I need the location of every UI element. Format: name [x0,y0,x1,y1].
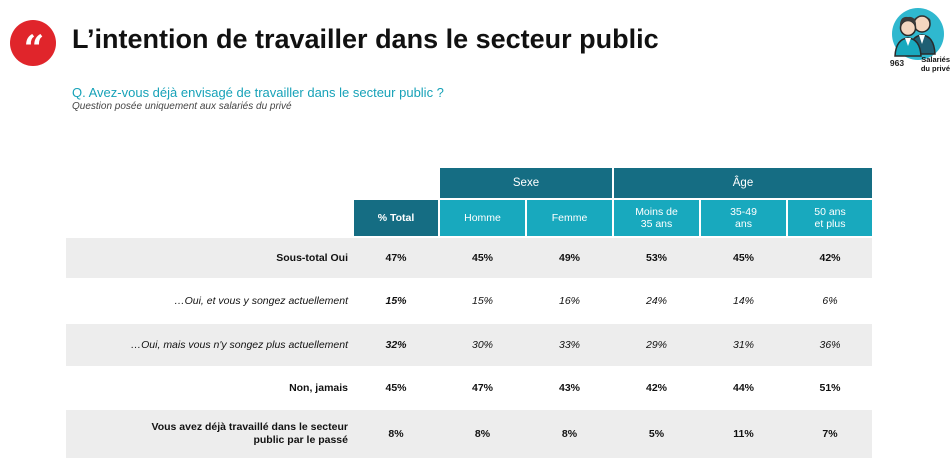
cell-35-49: 44% [732,382,754,394]
cell-homme: 47% [471,382,493,394]
col-header-50-plus-line1: 50 ans [814,206,846,218]
col-header-femme: Femme [527,200,612,236]
table-row-deja-travaille: Vous avez déjà travaillé dans le secteur… [66,410,872,458]
col-header-moins-35-line1: Moins de [635,206,678,218]
cell-50-plus: 42% [819,252,841,264]
col-header-homme: Homme [440,200,525,236]
cell-moins-35: 42% [645,382,667,394]
cell-35-49: 45% [732,252,754,264]
row-label: …Oui, et vous y songez actuellement [174,294,348,307]
cell-moins-35: 53% [645,252,667,264]
row-label: …Oui, mais vous n'y songez plus actuelle… [130,338,348,351]
col-header-50-plus: 50 ans et plus [788,200,872,236]
cell-50-plus: 6% [822,295,838,307]
row-label-line1: Vous avez déjà travaillé dans le secteur [151,421,349,433]
cell-femme: 16% [558,295,580,307]
question-text: Q. Avez-vous déjà envisagé de travailler… [72,85,444,100]
col-header-35-49: 35-49 ans [701,200,786,236]
col-header-moins-35-line2: 35 ans [640,218,673,230]
col-header-50-plus-line2: et plus [814,218,846,230]
col-header-35-49-line1: 35-49 [730,206,757,218]
group-header-age: Âge [614,168,872,198]
cell-50-plus: 36% [819,339,841,351]
cell-35-49: 14% [732,295,754,307]
row-label: Sous-total Oui [276,251,348,264]
row-label-line2: public par le passé [253,434,348,446]
cell-homme: 15% [471,295,493,307]
row-label: Vous avez déjà travaillé dans le secteur… [66,410,352,458]
respondent-count: 963 [886,57,908,70]
row-label: Non, jamais [289,381,348,394]
group-header-sexe: Sexe [440,168,612,198]
table-row-oui-plus: …Oui, mais vous n'y songez plus actuelle… [66,324,872,366]
cell-50-plus: 51% [819,382,841,394]
cell-moins-35: 24% [645,295,667,307]
cell-homme: 30% [471,339,493,351]
cell-femme: 33% [558,339,580,351]
col-header-35-49-line2: ans [735,218,752,230]
cell-moins-35: 29% [645,339,667,351]
people-icon [892,8,944,60]
respondent-label: Salariés du privé [906,55,950,73]
cell-total: 8% [388,428,404,440]
cell-35-49: 31% [732,339,754,351]
cell-total: 32% [385,339,407,351]
cell-moins-35: 5% [648,428,665,440]
table-row-non-jamais: Non, jamais 45% 47% 43% 42% 44% 51% [66,368,872,408]
col-header-total: % Total [354,200,438,236]
cell-femme: 8% [561,428,578,440]
cell-50-plus: 7% [822,428,838,440]
respondent-label-line1: Salariés [921,55,950,64]
cell-total: 47% [385,252,407,264]
table-row-oui-songez: …Oui, et vous y songez actuellement 15% … [66,280,872,322]
cell-femme: 43% [558,382,580,394]
cell-total: 15% [385,295,407,307]
cell-total: 45% [385,382,407,394]
table-row-sous-total-oui: Sous-total Oui 47% 45% 49% 53% 45% 42% [66,238,872,278]
page-title: L’intention de travailler dans le secteu… [72,24,659,54]
respondent-label-line2: du privé [920,64,950,73]
cell-35-49: 11% [733,428,754,440]
cell-homme: 45% [471,252,493,264]
cell-homme: 8% [474,428,491,440]
quote-icon: “ [10,20,56,70]
question-note: Question posée uniquement aux salariés d… [72,101,292,112]
cell-femme: 49% [558,252,580,264]
col-header-moins-35: Moins de 35 ans [614,200,699,236]
